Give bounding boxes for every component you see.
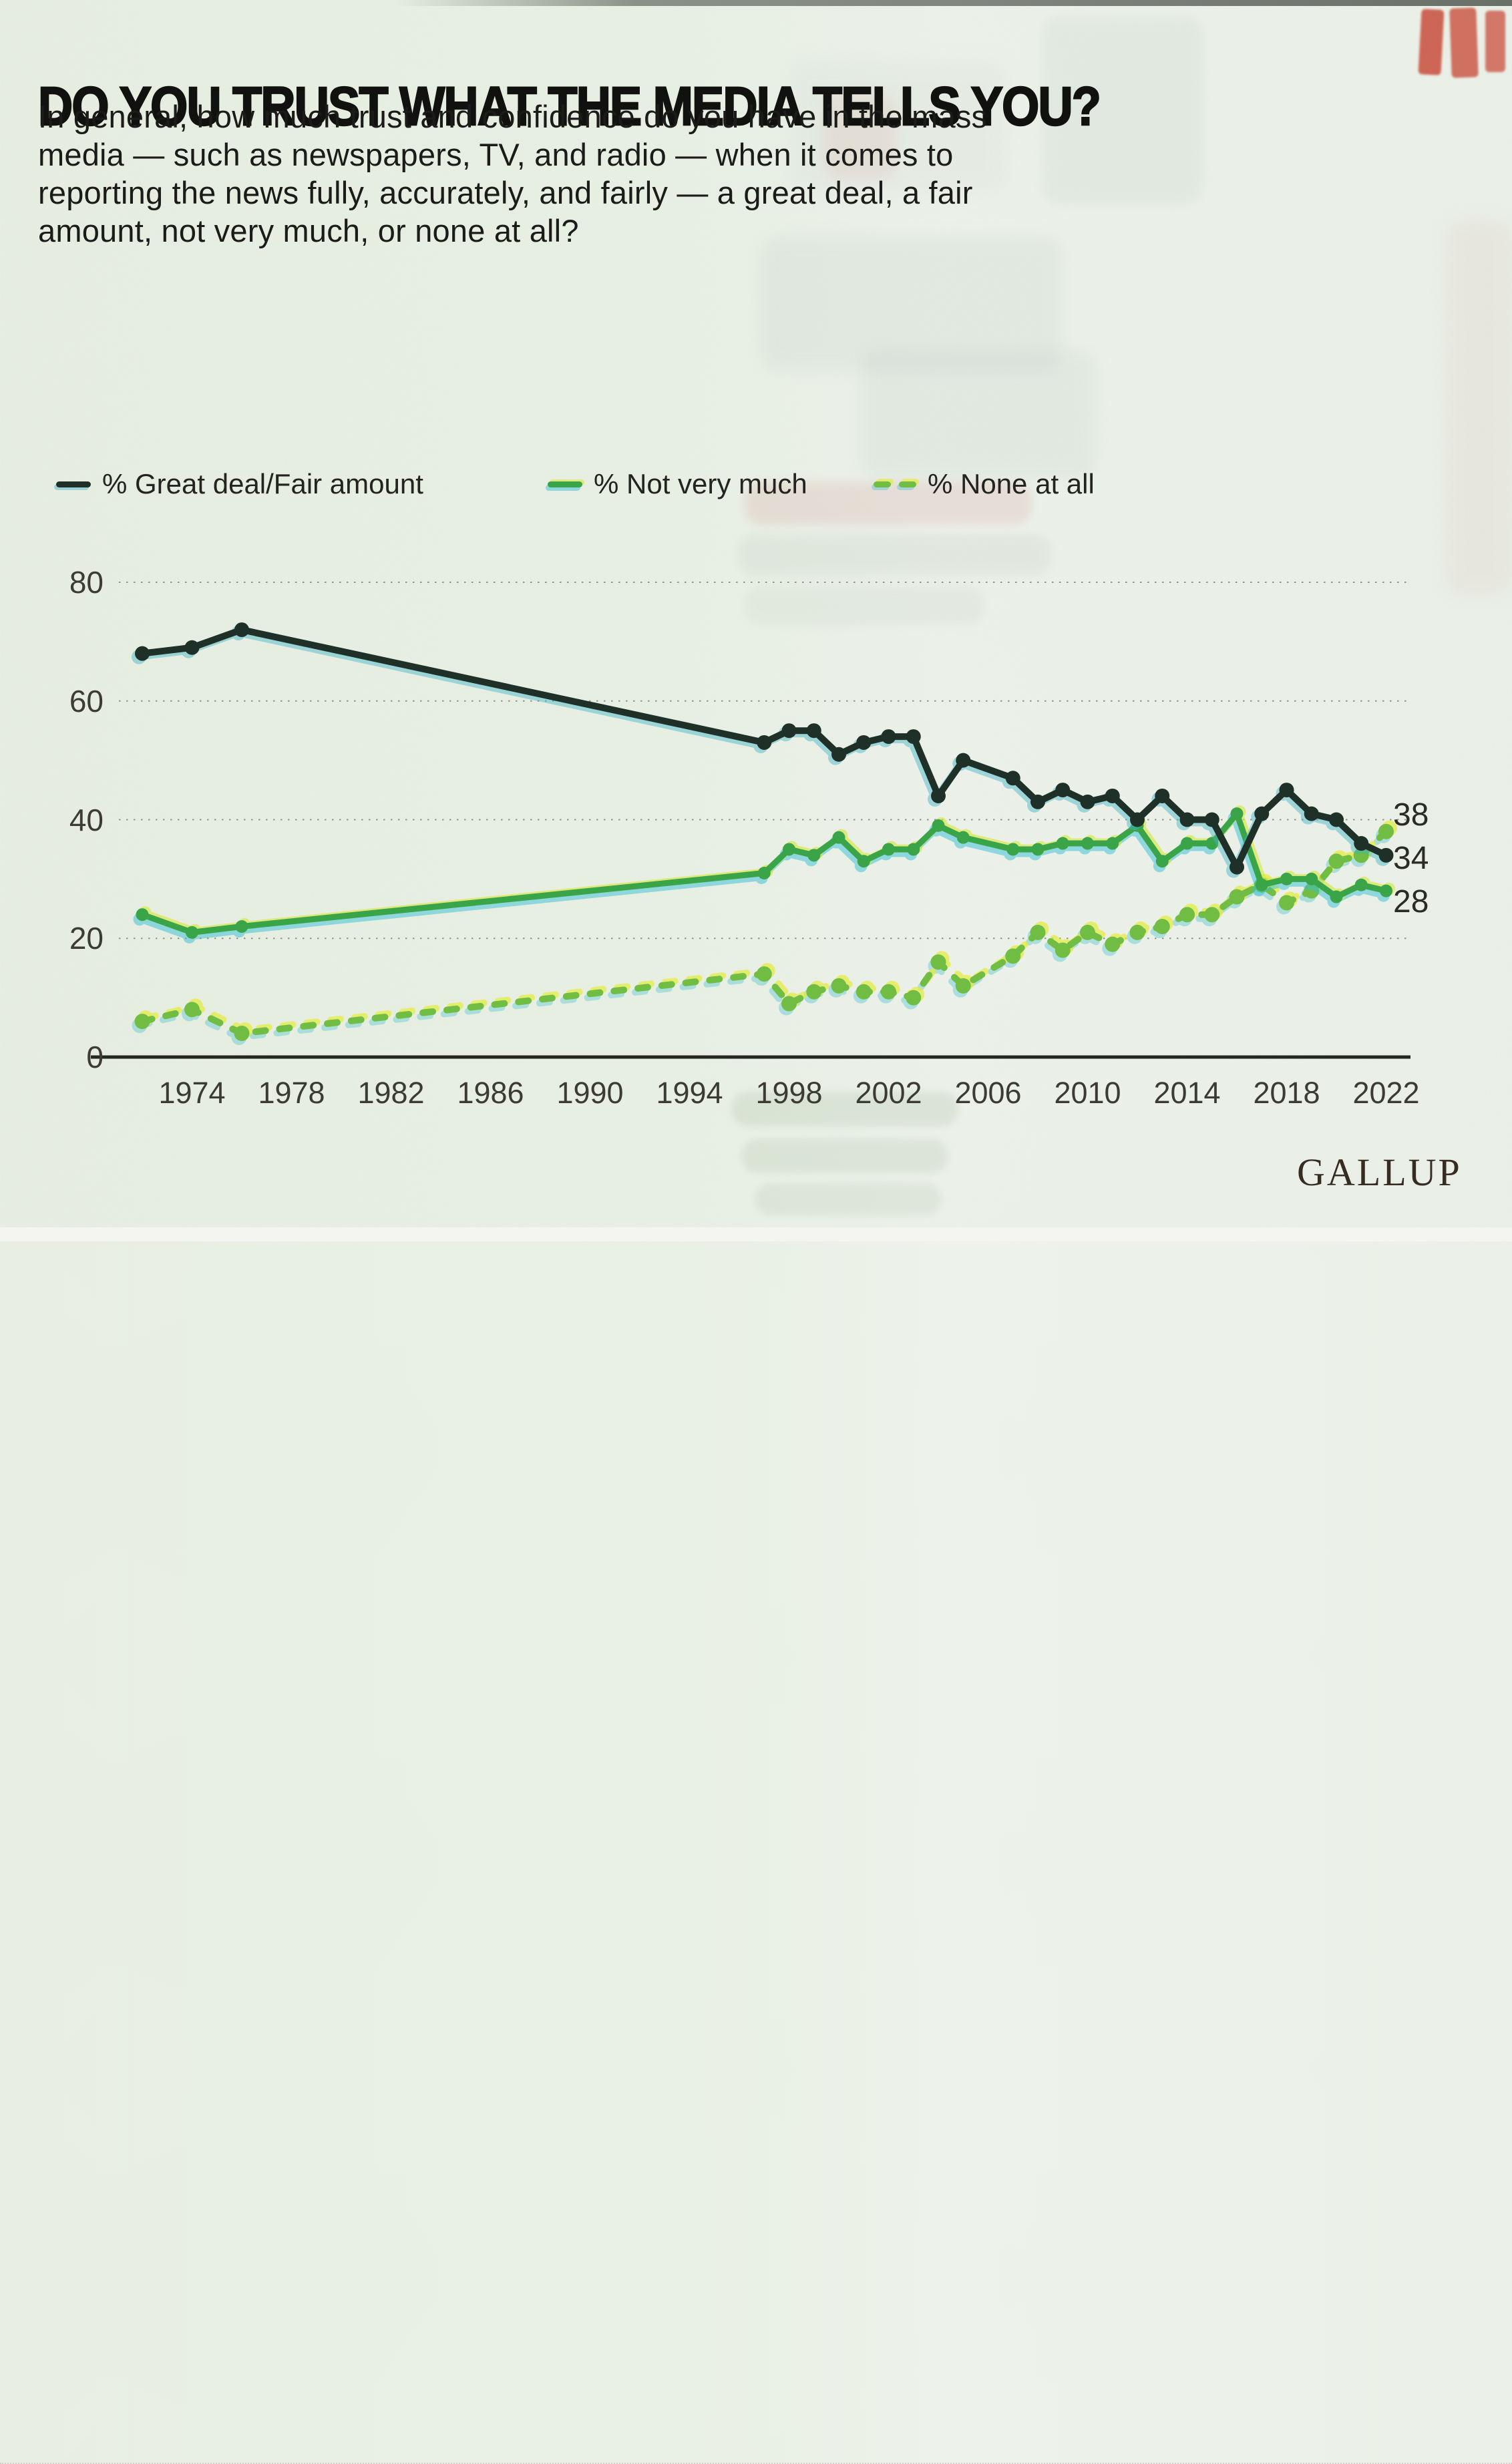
x-axis-tick-label: 2002 xyxy=(855,1076,922,1110)
y-axis-tick-label: 80 xyxy=(69,565,104,600)
y-axis-tick-label: 0 xyxy=(86,1040,104,1074)
y-axis-tick-label: 40 xyxy=(69,802,104,837)
y-axis-tick-label: 20 xyxy=(69,921,104,956)
legend-label: % None at all xyxy=(928,468,1095,499)
subtitle-line: In general, how much trust and confidenc… xyxy=(38,99,988,134)
gallup-logo: GALLUP xyxy=(1297,1151,1462,1194)
x-axis-tick-label: 1990 xyxy=(556,1076,624,1110)
x-axis-tick-label: 1994 xyxy=(656,1076,723,1110)
series-end-value-label: 28 xyxy=(1393,884,1429,920)
series-end-value-label: 34 xyxy=(1393,840,1429,876)
legend-swatch-solid-green xyxy=(548,481,582,487)
x-axis-tick-label: 2018 xyxy=(1253,1076,1320,1110)
survey-question-text: In general, how much trust and confidenc… xyxy=(38,97,1040,250)
series-end-value-label: 38 xyxy=(1393,797,1429,833)
x-axis-tick-label: 2006 xyxy=(954,1076,1022,1110)
legend-swatch-dashed-lightgreen xyxy=(874,481,891,487)
x-axis-tick-label: 1986 xyxy=(457,1076,524,1110)
legend-item-none-at-all: % None at all xyxy=(874,468,1095,500)
x-axis-tick-label: 2010 xyxy=(1054,1076,1121,1110)
legend-label: % Not very much xyxy=(594,468,807,499)
x-axis-tick-label: 1998 xyxy=(755,1076,823,1110)
x-axis-tick-label: 1982 xyxy=(357,1076,425,1110)
legend-swatch-dashed-lightgreen xyxy=(899,481,916,487)
legend-swatch-solid-dark xyxy=(56,481,91,487)
legend-item-great-deal: % Great deal/Fair amount xyxy=(56,468,423,500)
legend-label: % Great deal/Fair amount xyxy=(102,468,423,499)
y-axis-tick-label: 60 xyxy=(69,683,104,718)
subtitle-line: media — such as newspapers, TV, and radi… xyxy=(38,137,954,172)
x-axis-tick-label: 2014 xyxy=(1153,1076,1221,1110)
x-axis-tick-label: 1978 xyxy=(258,1076,325,1110)
legend-item-not-very-much: % Not very much xyxy=(548,468,807,500)
subtitle-line: amount, not very much, or none at all? xyxy=(38,213,579,248)
x-axis-tick-label: 1974 xyxy=(158,1076,226,1110)
subtitle-line: reporting the news fully, accurately, an… xyxy=(38,175,973,210)
scan-bottom-strip xyxy=(0,1227,1512,2464)
x-axis-tick-label: 2022 xyxy=(1352,1076,1420,1110)
